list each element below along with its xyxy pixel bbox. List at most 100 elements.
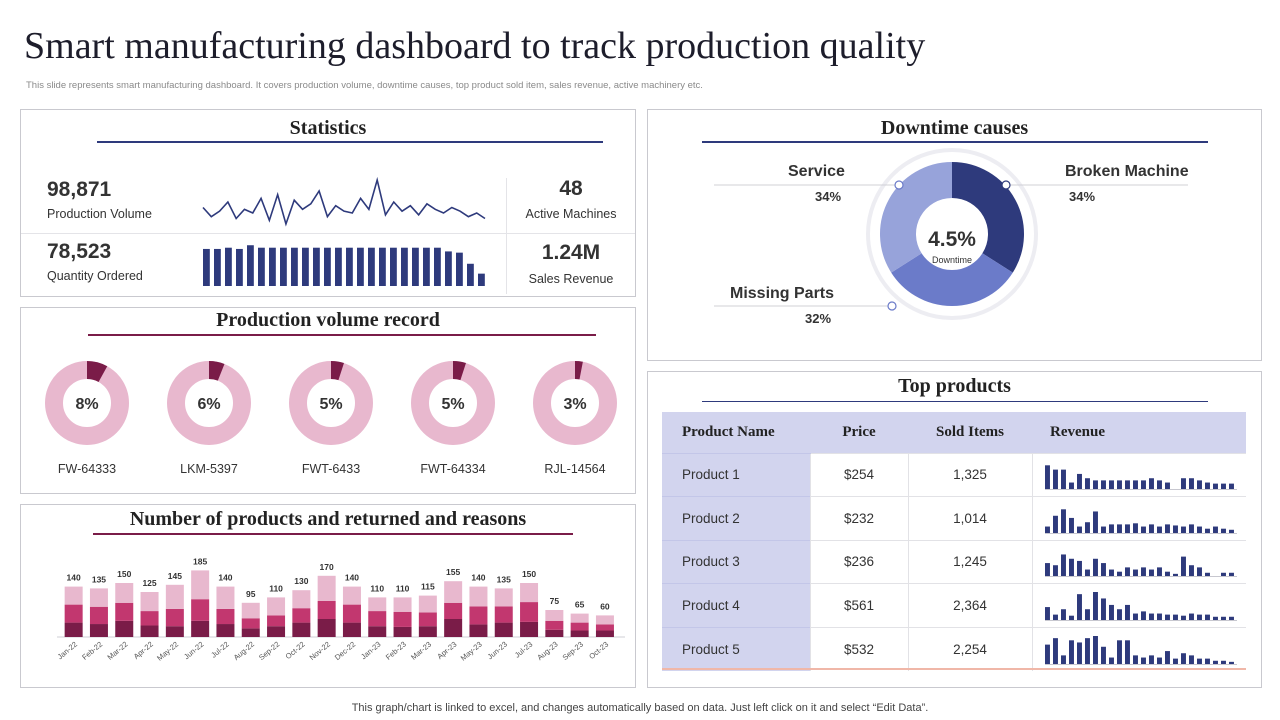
revenue-bar xyxy=(1188,654,1194,664)
downtime-donut-chart xyxy=(714,148,1188,320)
product-sold-items: 1,245 xyxy=(907,539,1032,584)
revenue-bar xyxy=(1188,565,1194,577)
active-machines-label: Active Machines xyxy=(525,207,617,221)
returns-total-label: 135 xyxy=(497,574,511,584)
revenue-bar xyxy=(1052,614,1058,620)
revenue-bar xyxy=(1084,478,1090,490)
returns-bar-3 xyxy=(191,570,210,600)
revenue-bar xyxy=(1100,598,1106,620)
returns-bar-2 xyxy=(368,611,387,627)
active-machines-value: 48 xyxy=(559,177,583,200)
stats-h-divider xyxy=(21,233,635,234)
returns-bar-1 xyxy=(267,626,286,637)
revenue-bar xyxy=(1100,526,1106,533)
revenue-bar xyxy=(1180,556,1186,577)
returns-bar-2 xyxy=(595,624,614,631)
revenue-bar xyxy=(1140,480,1146,490)
production-volume-sparkline xyxy=(202,176,486,227)
revenue-bar xyxy=(1052,565,1058,577)
product-sold-items: 1,325 xyxy=(907,452,1032,497)
returns-x-tick: Jan-22 xyxy=(56,640,79,662)
quantity-bar xyxy=(225,247,232,286)
returns-total-label: 155 xyxy=(446,567,460,577)
returns-x-tick: Oct-22 xyxy=(284,640,307,661)
footer-note: This graph/chart is linked to excel, and… xyxy=(351,702,929,714)
product-name: Product 3 xyxy=(662,539,810,584)
returns-bar-2 xyxy=(317,601,336,619)
downtime-panel: Downtime causes 4.5% Downtime Service 34… xyxy=(647,109,1262,361)
returns-bar-1 xyxy=(368,626,387,637)
returns-bar-2 xyxy=(393,611,412,627)
sales-revenue-value: 1.24M xyxy=(541,241,601,264)
returns-bar-2 xyxy=(267,615,286,627)
downtime-title-underline xyxy=(702,141,1208,143)
table-row: Product 5 $532 2,254 xyxy=(662,626,1246,671)
returns-bar-1 xyxy=(216,624,235,637)
revenue-bar xyxy=(1084,521,1090,533)
quantity-bar xyxy=(247,245,254,286)
returns-total-label: 60 xyxy=(600,601,610,611)
quantity-bar xyxy=(357,247,364,286)
returns-bar-1 xyxy=(292,622,311,637)
table-row: Product 2 $232 1,014 xyxy=(662,496,1246,540)
returns-title-underline xyxy=(93,533,573,535)
returns-bar-3 xyxy=(368,597,387,612)
revenue-bar xyxy=(1132,480,1138,490)
downtime-label-service: Service xyxy=(788,163,845,180)
quantity-bar xyxy=(324,247,331,286)
leader-dot-service xyxy=(894,180,904,190)
revenue-bar xyxy=(1132,654,1138,664)
returns-bar-3 xyxy=(165,584,184,609)
revenue-bar xyxy=(1092,559,1098,577)
ring-value: 3% xyxy=(563,396,586,413)
returns-bar-2 xyxy=(191,599,210,621)
returns-bar-1 xyxy=(469,624,488,637)
ring-value: 5% xyxy=(319,396,342,413)
revenue-bar xyxy=(1164,571,1170,577)
returns-bar-3 xyxy=(570,613,589,623)
revenue-bar xyxy=(1108,604,1114,620)
returns-bar-2 xyxy=(444,602,463,619)
revenue-bar xyxy=(1148,478,1154,490)
returns-x-tick: Jul-22 xyxy=(209,640,230,660)
pvr-ring-lkm-5397: 6% xyxy=(167,361,251,445)
revenue-bar xyxy=(1196,567,1202,577)
revenue-bar xyxy=(1220,483,1226,490)
returns-bar-2 xyxy=(342,604,361,623)
revenue-bar xyxy=(1172,574,1178,577)
top-products-title: Top products xyxy=(898,375,1011,397)
revenue-sparkline xyxy=(1044,635,1237,665)
returns-bar-3 xyxy=(89,588,108,607)
revenue-sparkline xyxy=(1044,591,1237,621)
returns-bar-1 xyxy=(545,629,564,637)
quantity-bar xyxy=(467,263,474,286)
returns-total-label: 115 xyxy=(421,582,435,592)
returns-total-label: 75 xyxy=(550,596,560,606)
revenue-bar xyxy=(1180,652,1186,664)
returns-total-label: 110 xyxy=(370,583,384,593)
top-products-title-underline xyxy=(702,401,1208,402)
revenue-bar xyxy=(1196,526,1202,533)
returns-bar-2 xyxy=(520,602,539,622)
returns-bar-2 xyxy=(140,611,159,626)
revenue-bar xyxy=(1124,480,1130,490)
header-revenue: Revenue xyxy=(1032,412,1246,453)
header-product-name: Product Name xyxy=(662,412,810,453)
revenue-bar xyxy=(1156,526,1162,533)
downtime-center-label: Downtime xyxy=(931,255,972,265)
revenue-bar xyxy=(1108,480,1114,490)
donut-slice-service xyxy=(880,162,953,273)
revenue-bar xyxy=(1116,524,1122,533)
revenue-bar xyxy=(1140,567,1146,577)
revenue-bar xyxy=(1100,646,1106,664)
returns-x-tick: Jan-23 xyxy=(359,640,382,662)
returns-bar-2 xyxy=(570,622,589,631)
product-sold-items: 1,014 xyxy=(907,496,1032,540)
revenue-bar xyxy=(1076,474,1082,490)
revenue-bar xyxy=(1164,650,1170,664)
revenue-bar xyxy=(1092,480,1098,490)
quantity-bar xyxy=(335,247,342,286)
ring-value: 8% xyxy=(75,396,98,413)
returns-bar-3 xyxy=(444,581,463,603)
returns-x-tick: Apr-23 xyxy=(435,640,458,661)
